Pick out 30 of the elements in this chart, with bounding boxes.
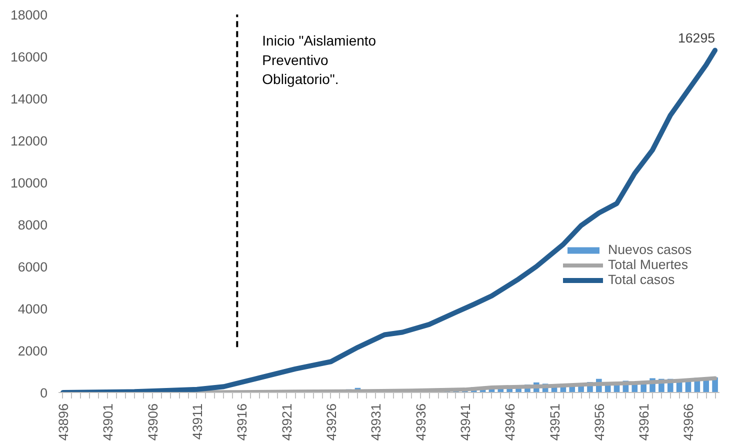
x-tick-label: 43951 (547, 404, 562, 441)
y-tick-label: 8000 (18, 218, 48, 232)
y-tick-label: 10000 (10, 176, 48, 190)
ref-line-label: Inicio "Aislamiento Preventivo Obligatorio". (262, 32, 376, 88)
y-tick-label: 16000 (10, 50, 48, 64)
y-tick-label: 14000 (10, 92, 48, 106)
x-tick-label: 43901 (100, 404, 116, 441)
x-tick-label: 43956 (592, 404, 607, 441)
x-tick-label: 43946 (502, 404, 518, 441)
x-tick-label: 43966 (681, 404, 696, 441)
y-tick-label: 6000 (18, 260, 48, 274)
x-tick-label: 43916 (234, 404, 250, 441)
x-tick-label: 43921 (279, 404, 294, 441)
y-tick-label: 2000 (18, 344, 48, 358)
x-tick-label: 43961 (636, 404, 652, 441)
x-tick-label: 43911 (190, 403, 205, 440)
y-tick-label: 18000 (10, 8, 48, 22)
x-tick-label: 43906 (145, 404, 160, 441)
x-tick-label: 43896 (56, 404, 71, 441)
x-tick-label: 43926 (324, 404, 339, 441)
y-tick-label: 4000 (18, 302, 48, 316)
y-tick-label: 12000 (10, 134, 48, 148)
legend-label: Total casos (608, 272, 675, 287)
x-tick-label: 43931 (368, 404, 384, 441)
x-tick-label: 43941 (458, 404, 473, 441)
x-tick-label: 43936 (413, 404, 428, 441)
legend-label: Nuevos casos (608, 242, 692, 257)
legend-label: Total Muertes (608, 257, 688, 272)
annotation: 16295 (678, 30, 716, 46)
y-tick-label: 0 (40, 386, 48, 400)
